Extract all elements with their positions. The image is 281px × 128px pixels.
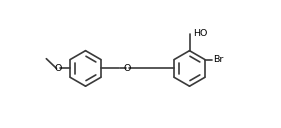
Text: Br: Br — [213, 55, 224, 64]
Text: O: O — [124, 64, 131, 73]
Text: HO: HO — [193, 29, 208, 38]
Text: O: O — [55, 64, 62, 73]
